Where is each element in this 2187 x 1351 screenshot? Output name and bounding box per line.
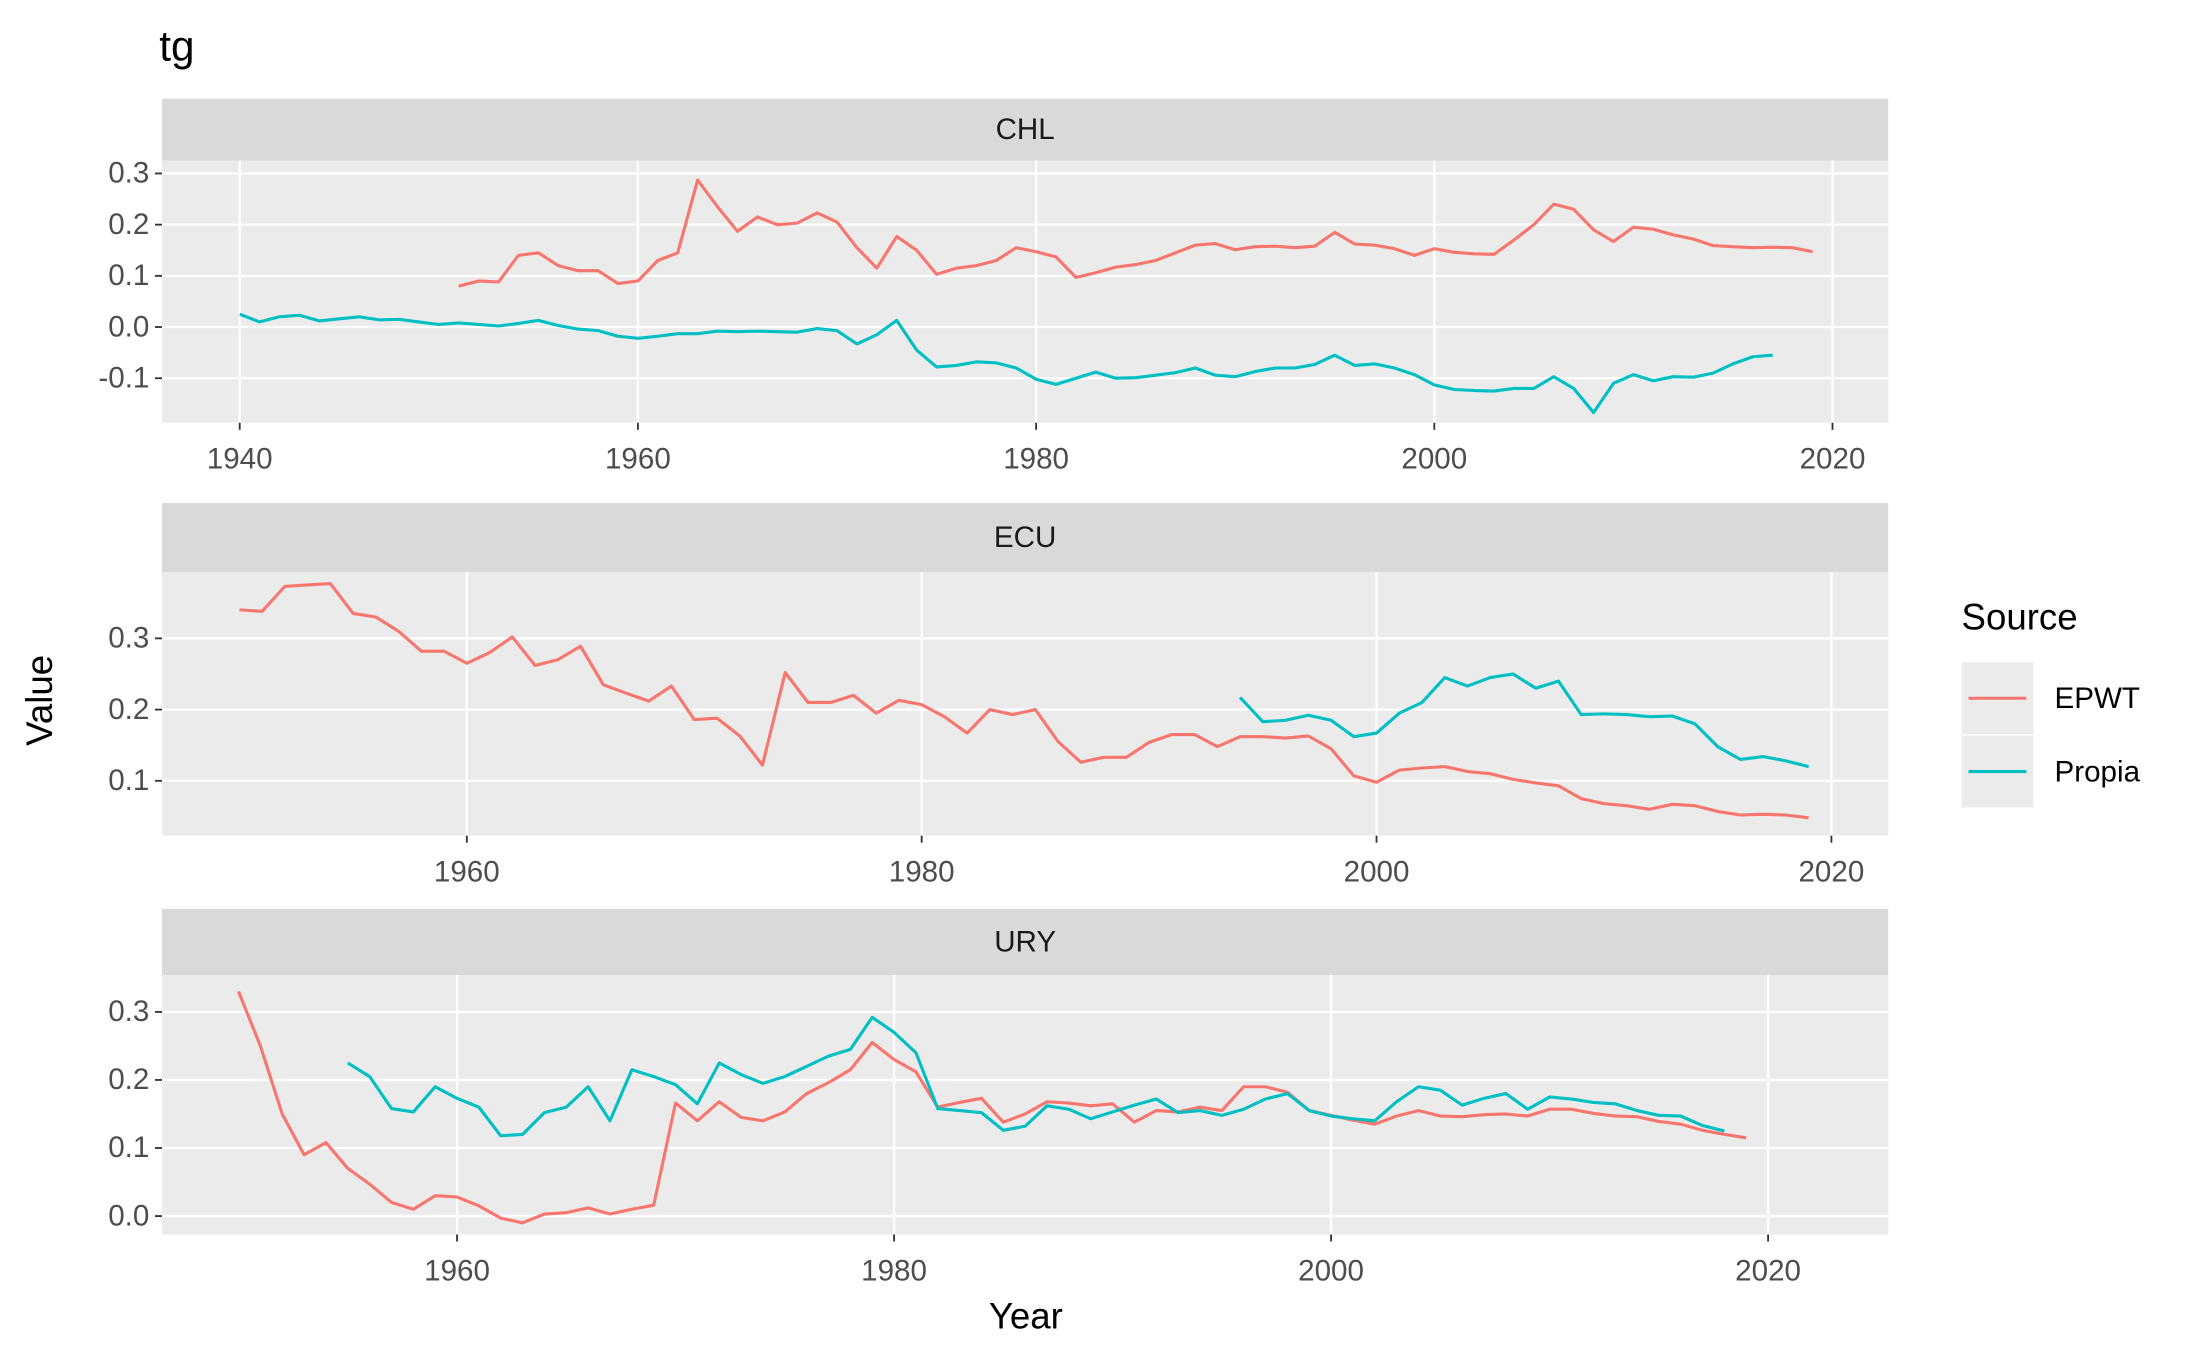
x-tick-label: 1940 xyxy=(207,443,273,476)
x-tick-label: 1980 xyxy=(1003,443,1069,476)
x-tick-label: 2000 xyxy=(1401,443,1467,476)
chart-title: tg xyxy=(159,23,194,70)
series-line xyxy=(237,990,1747,1225)
strip-label: ECU xyxy=(994,521,1056,554)
strip-label: URY xyxy=(994,925,1056,958)
panel xyxy=(162,160,1889,423)
y-tick-label: 0.1 xyxy=(108,1131,149,1164)
legend-label: EPWT xyxy=(2055,682,2140,715)
y-tick-label: 0.1 xyxy=(108,764,149,797)
strip xyxy=(162,98,1889,161)
x-tick-label: 1980 xyxy=(861,1254,927,1287)
series-line xyxy=(346,1015,1725,1138)
x-tick-label: 1960 xyxy=(605,443,671,476)
series-line xyxy=(458,178,1813,288)
y-tick-label: 0.1 xyxy=(108,259,149,292)
x-tick-label: 1960 xyxy=(424,1254,490,1287)
x-axis-label: Year xyxy=(989,1296,1063,1337)
x-tick-label: 1980 xyxy=(889,856,955,889)
y-axis-label: Value xyxy=(19,655,60,746)
legend-title: Source xyxy=(1962,597,2078,638)
series-line xyxy=(239,581,1809,820)
strip xyxy=(162,908,1889,976)
y-tick-label: 0.3 xyxy=(108,157,149,190)
strip-label: CHL xyxy=(996,113,1055,146)
x-tick-label: 2000 xyxy=(1298,1254,1364,1287)
y-tick-label: 0.2 xyxy=(108,693,149,726)
panel xyxy=(162,572,1889,836)
series-line xyxy=(1238,672,1810,769)
strip xyxy=(162,503,1889,573)
series-line xyxy=(239,312,1773,415)
y-tick-label: 0.3 xyxy=(108,995,149,1028)
y-tick-label: 0.2 xyxy=(108,208,149,241)
x-tick-label: 2000 xyxy=(1344,856,1410,889)
legend-label: Propia xyxy=(2055,755,2141,788)
x-tick-label: 1960 xyxy=(434,856,500,889)
y-tick-label: 0.0 xyxy=(108,1199,149,1232)
y-tick-label: 0.0 xyxy=(108,310,149,343)
y-tick-label: -0.1 xyxy=(98,361,149,394)
x-tick-label: 2020 xyxy=(1798,856,1864,889)
y-tick-label: 0.2 xyxy=(108,1063,149,1096)
x-tick-label: 2020 xyxy=(1735,1254,1801,1287)
panel xyxy=(162,975,1889,1235)
x-tick-label: 2020 xyxy=(1800,443,1866,476)
y-tick-label: 0.3 xyxy=(108,622,149,655)
